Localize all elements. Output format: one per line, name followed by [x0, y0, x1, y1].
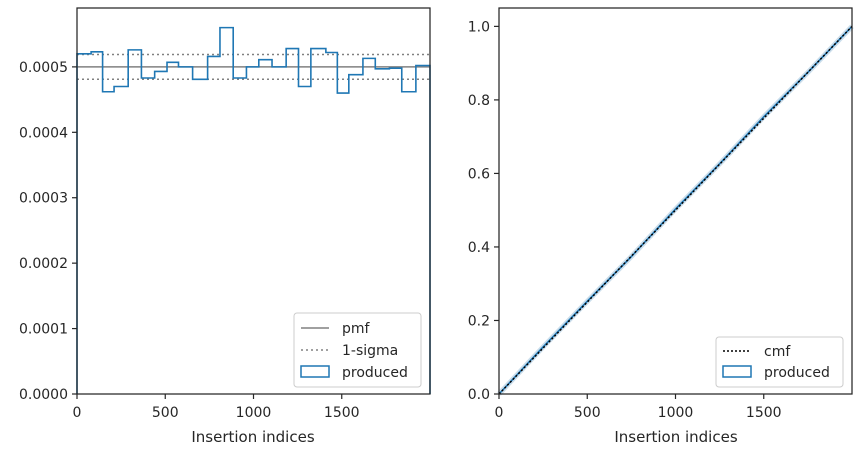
legend-cmf-label: cmf: [764, 344, 791, 360]
legend-produced-swatch-right: [722, 365, 752, 378]
right-x-axis-title: Insertion indices: [614, 428, 737, 446]
right-x-ticks: 0 500 1000 1500: [495, 394, 782, 421]
legend-1-sigma-label: 1-sigma: [342, 343, 398, 359]
x-tick-label: 0: [495, 405, 504, 421]
x-tick-label: 1500: [746, 405, 782, 421]
y-tick-label: 0.0005: [19, 60, 68, 76]
left-legend: pmf 1-sigma produced: [293, 312, 422, 388]
y-tick-label: 0.2: [468, 313, 490, 329]
x-tick-label: 1000: [236, 405, 272, 421]
legend-produced-swatch: [300, 365, 330, 378]
y-tick-label: 0.0001: [19, 322, 68, 338]
left-x-axis-title: Insertion indices: [191, 428, 314, 446]
y-tick-label: 0.6: [468, 166, 490, 182]
y-tick-label: 0.4: [468, 240, 490, 256]
left-plot-area: [76, 26, 431, 394]
y-tick-label: 0.0000: [19, 387, 68, 403]
produced-histogram-step: [76, 26, 431, 394]
x-tick-label: 500: [574, 405, 601, 421]
legend-pmf-label: pmf: [342, 321, 371, 337]
y-tick-label: 0.8: [468, 93, 490, 109]
x-tick-label: 1000: [658, 405, 694, 421]
right-panel: 0.0 0.2 0.4 0.6 0.8 1.0 0 500 1000 1500 Insertio…: [468, 7, 854, 446]
left-panel: 0.0000 0.0001 0.0002 0.0003 0.0004 0.0005 0 50…: [19, 7, 431, 446]
y-tick-label: 0.0003: [19, 191, 68, 207]
y-tick-label: 0.0: [468, 387, 490, 403]
y-tick-label: 1.0: [468, 19, 490, 35]
right-y-ticks: 0.0 0.2 0.4 0.6 0.8 1.0: [468, 19, 499, 403]
y-tick-label: 0.0002: [19, 256, 68, 272]
right-legend: cmf produced: [715, 336, 844, 388]
right-plot-area: [497, 24, 854, 396]
right-legend-box: [715, 336, 844, 388]
cmf-line: [498, 25, 853, 395]
left-x-ticks: 0 500 1000 1500: [73, 394, 360, 421]
x-tick-label: 500: [152, 405, 179, 421]
x-tick-label: 0: [73, 405, 82, 421]
y-tick-label: 0.0004: [19, 125, 68, 141]
legend-produced-label-right: produced: [764, 365, 830, 381]
legend-produced-label: produced: [342, 365, 408, 381]
left-y-ticks: 0.0000 0.0001 0.0002 0.0003 0.0004 0.0005: [19, 60, 77, 403]
left-legend-box: [293, 312, 422, 388]
x-tick-label: 1500: [324, 405, 360, 421]
